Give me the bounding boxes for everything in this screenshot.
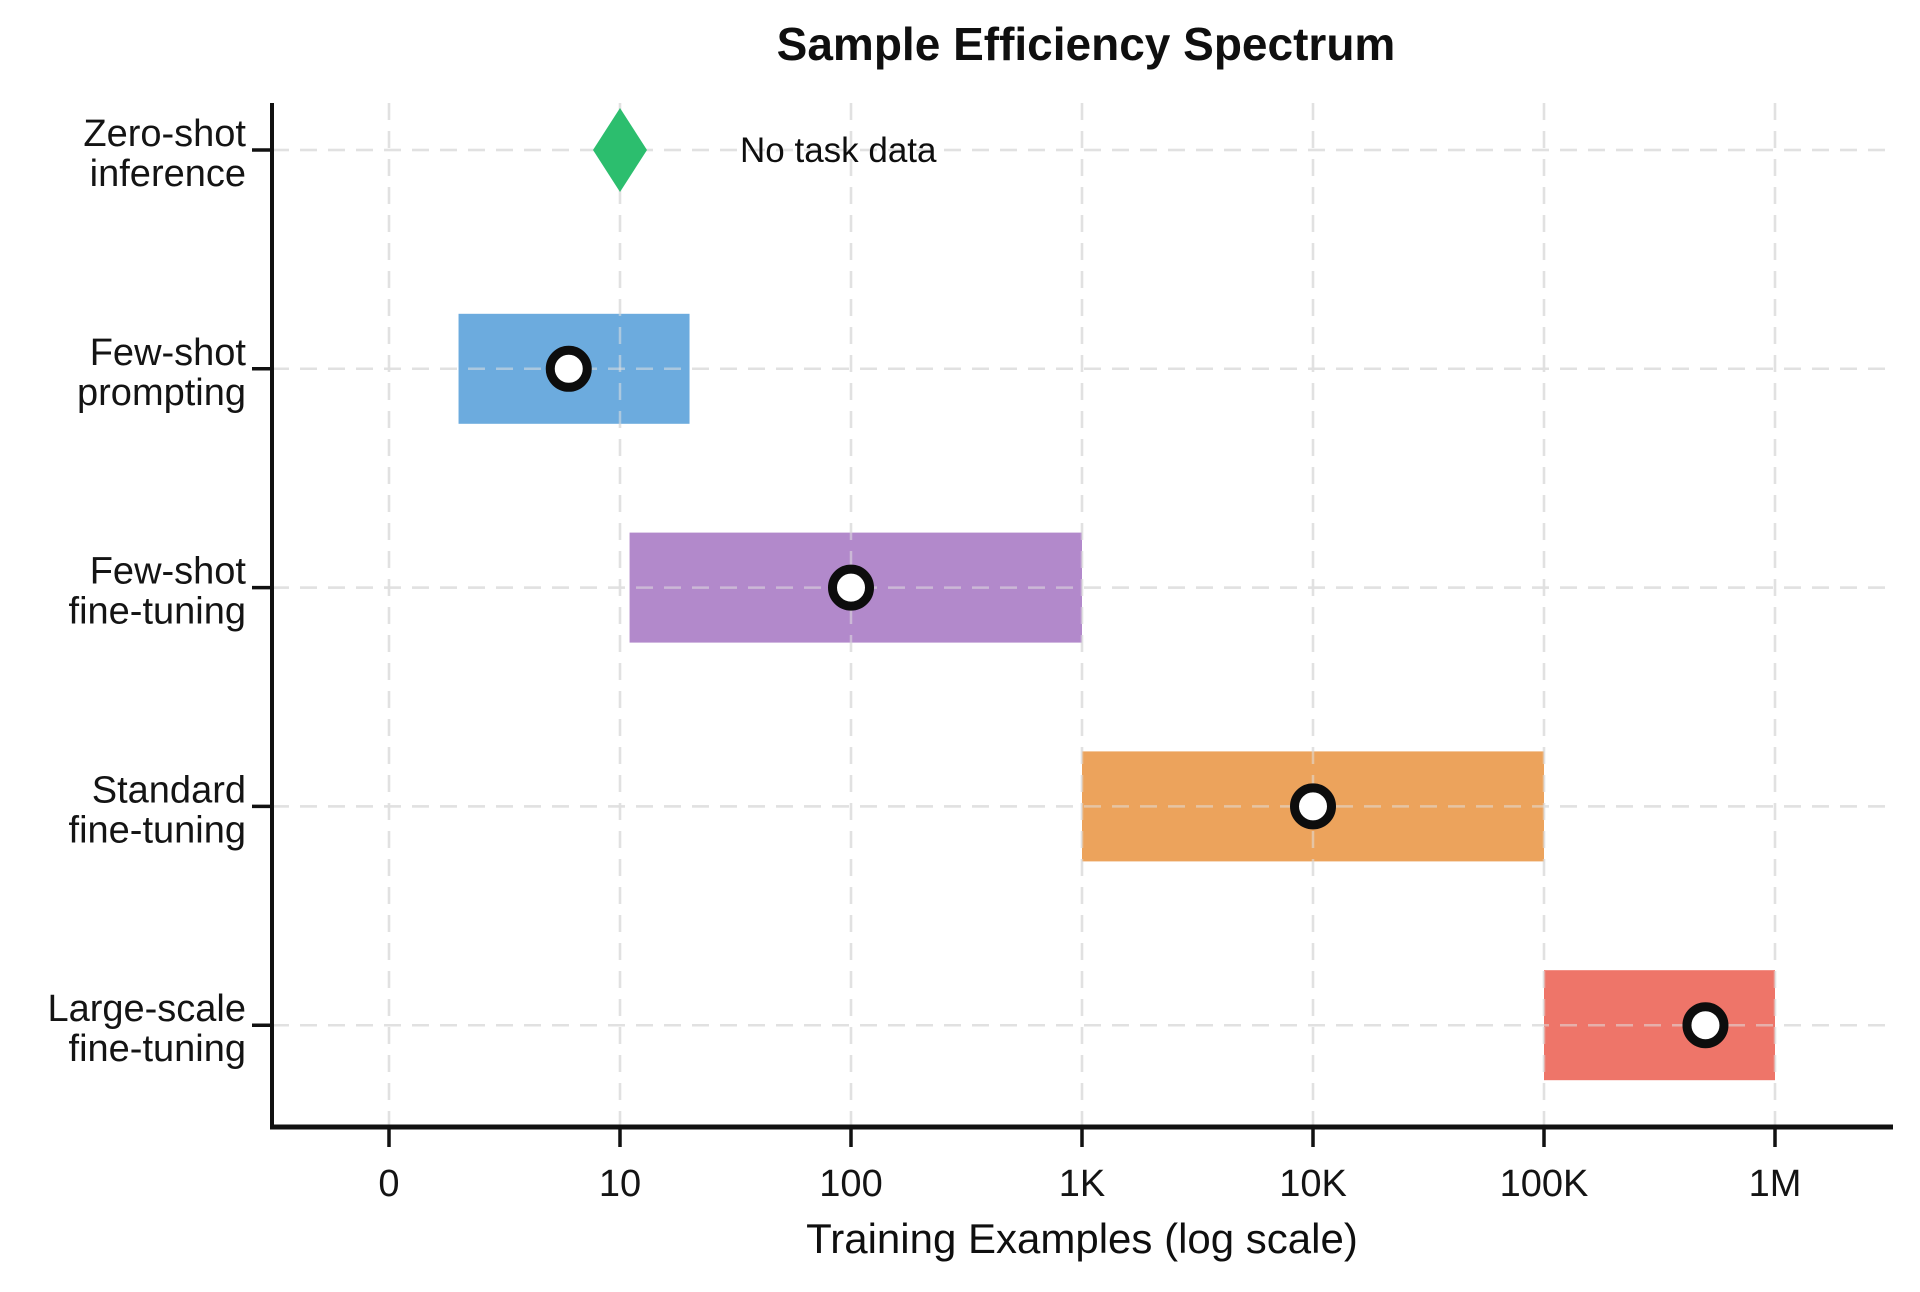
annotation-no-task-data: No task data <box>740 131 937 170</box>
chart-title: Sample Efficiency Spectrum <box>777 18 1396 70</box>
x-tick-label: 1K <box>1059 1163 1105 1205</box>
y-category-label: fine-tuning <box>69 809 246 851</box>
y-category-label: Standard <box>92 769 246 811</box>
y-category-label: inference <box>90 153 246 195</box>
axes-layer <box>252 103 1893 1147</box>
x-tick-label: 10K <box>1279 1163 1347 1205</box>
typical-value-marker <box>1290 783 1336 830</box>
x-tick-label: 0 <box>378 1163 399 1205</box>
x-tick-label: 100 <box>819 1163 882 1205</box>
x-tick-label: 1M <box>1749 1163 1802 1205</box>
y-category-label: Large-scale <box>47 988 246 1030</box>
y-category-label: fine-tuning <box>69 591 246 633</box>
x-tick-label: 100K <box>1500 1163 1589 1205</box>
zero-shot-diamond-icon <box>593 108 647 192</box>
y-category-label: Zero-shot <box>83 113 246 155</box>
y-category-label: Few-shot <box>90 551 247 593</box>
bars-layer <box>458 313 1775 1081</box>
gridlines-overlay-layer <box>272 103 1893 1127</box>
x-axis-label: Training Examples (log scale) <box>806 1215 1358 1262</box>
y-category-label: Few-shot <box>90 332 247 374</box>
typical-value-marker <box>545 345 592 392</box>
typical-value-marker <box>1682 1002 1729 1049</box>
y-category-label: fine-tuning <box>69 1028 246 1070</box>
typical-value-marker <box>828 564 874 611</box>
x-tick-label: 10 <box>599 1163 641 1205</box>
y-category-label: prompting <box>77 372 246 414</box>
labels-layer: Sample Efficiency Spectrum Training Exam… <box>47 18 1801 1262</box>
markers-layer <box>545 108 1729 1049</box>
